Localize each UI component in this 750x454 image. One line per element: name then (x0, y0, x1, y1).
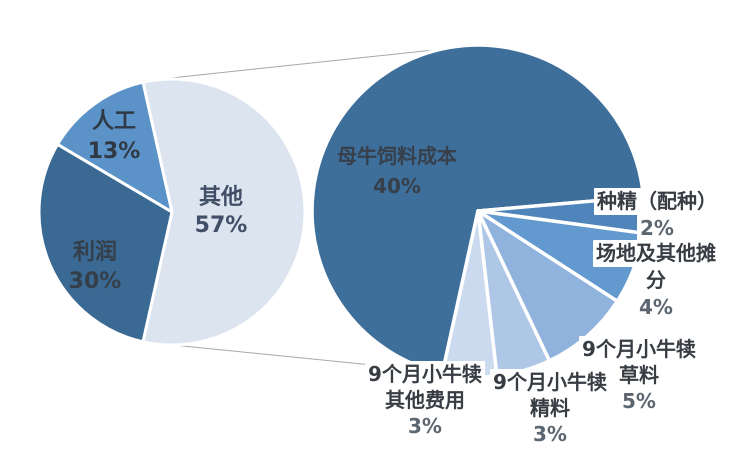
secondary-pie-slice-0 (310, 43, 646, 375)
secondary-pie-slice-3 (476, 209, 620, 363)
series-line-0 (142, 48, 444, 82)
primary-pie-slice-2 (56, 80, 174, 214)
primary-pie-slice-0 (141, 77, 307, 347)
secondary-pie (310, 43, 646, 379)
primary-pie (37, 77, 307, 347)
